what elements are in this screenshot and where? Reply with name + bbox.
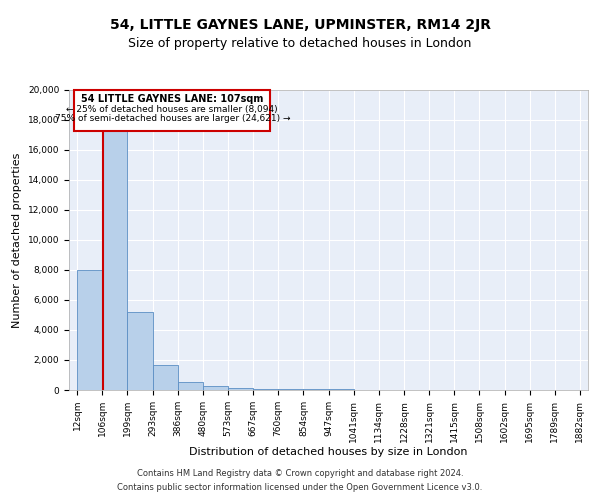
Text: Contains HM Land Registry data © Crown copyright and database right 2024.: Contains HM Land Registry data © Crown c… bbox=[137, 468, 463, 477]
Text: 75% of semi-detached houses are larger (24,621) →: 75% of semi-detached houses are larger (… bbox=[55, 114, 290, 123]
Bar bbox=[127, 312, 152, 390]
Text: 54, LITTLE GAYNES LANE, UPMINSTER, RM14 2JR: 54, LITTLE GAYNES LANE, UPMINSTER, RM14 … bbox=[110, 18, 491, 32]
Bar bbox=[103, 102, 127, 390]
Bar bbox=[228, 388, 253, 390]
Y-axis label: Number of detached properties: Number of detached properties bbox=[12, 152, 22, 328]
Bar bbox=[253, 388, 278, 390]
Bar bbox=[278, 389, 304, 390]
Bar bbox=[329, 389, 354, 390]
Bar bbox=[203, 386, 228, 390]
Bar bbox=[304, 389, 329, 390]
Bar bbox=[152, 365, 178, 390]
FancyBboxPatch shape bbox=[74, 90, 270, 130]
Text: ← 25% of detached houses are smaller (8,094): ← 25% of detached houses are smaller (8,… bbox=[67, 104, 278, 114]
Text: 54 LITTLE GAYNES LANE: 107sqm: 54 LITTLE GAYNES LANE: 107sqm bbox=[81, 94, 263, 104]
X-axis label: Distribution of detached houses by size in London: Distribution of detached houses by size … bbox=[189, 448, 468, 458]
Text: Contains public sector information licensed under the Open Government Licence v3: Contains public sector information licen… bbox=[118, 484, 482, 492]
Text: Size of property relative to detached houses in London: Size of property relative to detached ho… bbox=[128, 38, 472, 51]
Bar bbox=[77, 270, 103, 390]
Bar bbox=[178, 382, 203, 390]
